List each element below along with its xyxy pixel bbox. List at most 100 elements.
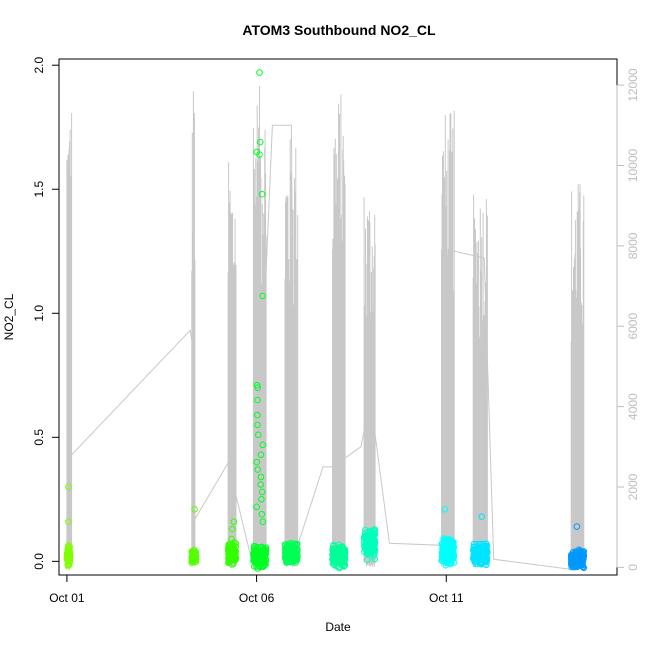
point-cluster-5 [281,539,301,566]
data-point [259,441,267,449]
point-cluster-4 [250,69,270,572]
data-point [253,458,261,466]
secondary-y-axis: 0 2000 4000 6000 8000 10000 12000 [616,68,640,571]
data-point [446,555,454,562]
data-point [228,548,236,556]
data-point [332,558,339,565]
point-cluster-3 [224,518,240,568]
y-tick-label: 1.5 [32,181,46,198]
data-point [480,547,488,555]
data-point [573,523,581,530]
data-point [250,555,258,562]
data-point [258,510,266,518]
data-point [229,556,236,564]
x-tick-label: Oct 01 [49,591,85,605]
data-point [574,559,582,566]
data-point [191,557,198,565]
data-point [282,550,290,558]
points-layer [63,69,588,572]
x-tick-label: Oct 11 [429,591,464,605]
data-point [363,556,371,564]
data-point [65,518,72,526]
data-point [441,547,449,555]
data-point [335,541,342,549]
data-point [447,539,455,547]
point-cluster-1 [63,483,74,570]
secondary-y-tick-label: 8000 [626,232,640,259]
point-cluster-2 [188,506,200,567]
data-point [567,552,575,559]
data-point [65,543,72,550]
data-point [568,559,575,566]
data-point [331,555,339,562]
secondary-burst-2 [191,91,196,566]
data-point [259,562,267,570]
secondary-y-tick-label: 10000 [626,148,640,182]
data-point [569,551,576,559]
data-point [257,451,265,459]
data-point [254,466,262,473]
data-point [226,549,233,557]
data-point [229,525,236,533]
data-point [450,559,458,566]
data-point [254,411,261,419]
point-cluster-7 [360,526,379,564]
data-point [442,536,449,543]
data-point [473,546,480,553]
secondary-y-tick-label: 12000 [626,68,640,102]
point-cluster-9 [469,513,491,569]
point-cluster-8 [438,506,458,569]
secondary-burst-3 [227,162,237,568]
data-point [371,546,379,554]
data-point [365,549,372,556]
secondary-burst-1 [66,113,73,566]
point-cluster-6 [329,541,349,572]
y-tick-label: 1.0 [32,305,46,322]
data-point [287,551,295,559]
data-point [573,556,581,563]
y-tick-label: 0.5 [32,429,46,446]
secondary-y-tick-label: 4000 [626,393,640,420]
y-tick-label: 2.0 [32,57,46,74]
data-point [444,557,452,564]
data-point [478,513,486,521]
data-point [256,69,263,76]
secondary-burst-5 [284,139,299,568]
data-point [256,151,263,158]
data-point [250,545,258,552]
secondary-burst-6 [332,94,346,568]
data-point [482,558,490,566]
data-point [190,550,197,558]
data-point [482,547,490,555]
data-point [190,556,198,564]
data-point [64,550,72,558]
data-point [471,558,479,566]
data-point [253,503,261,511]
data-point [254,384,262,392]
data-point [478,559,485,567]
data-point [228,542,236,549]
secondary-y-tick-label: 0 [626,564,640,571]
data-point [257,549,264,557]
data-point [438,540,446,548]
y-axis-label: NO2_CL [2,293,16,340]
data-point [258,190,266,198]
chart-title: ATOM3 Southbound NO2_CL [242,22,436,38]
x-axis-label: Date [325,620,351,634]
data-point [259,518,267,526]
data-point [257,481,265,488]
data-point [291,548,299,555]
data-point [340,552,348,560]
data-point [367,528,374,536]
data-point [232,540,240,547]
data-point [339,548,346,556]
data-point [260,551,268,558]
data-point [253,381,261,389]
y-tick-label: 0.0 [32,553,46,570]
secondary-burst-9 [472,194,488,567]
data-point [230,550,238,558]
data-point [371,530,378,537]
data-point [577,552,585,560]
data-point [292,554,300,562]
